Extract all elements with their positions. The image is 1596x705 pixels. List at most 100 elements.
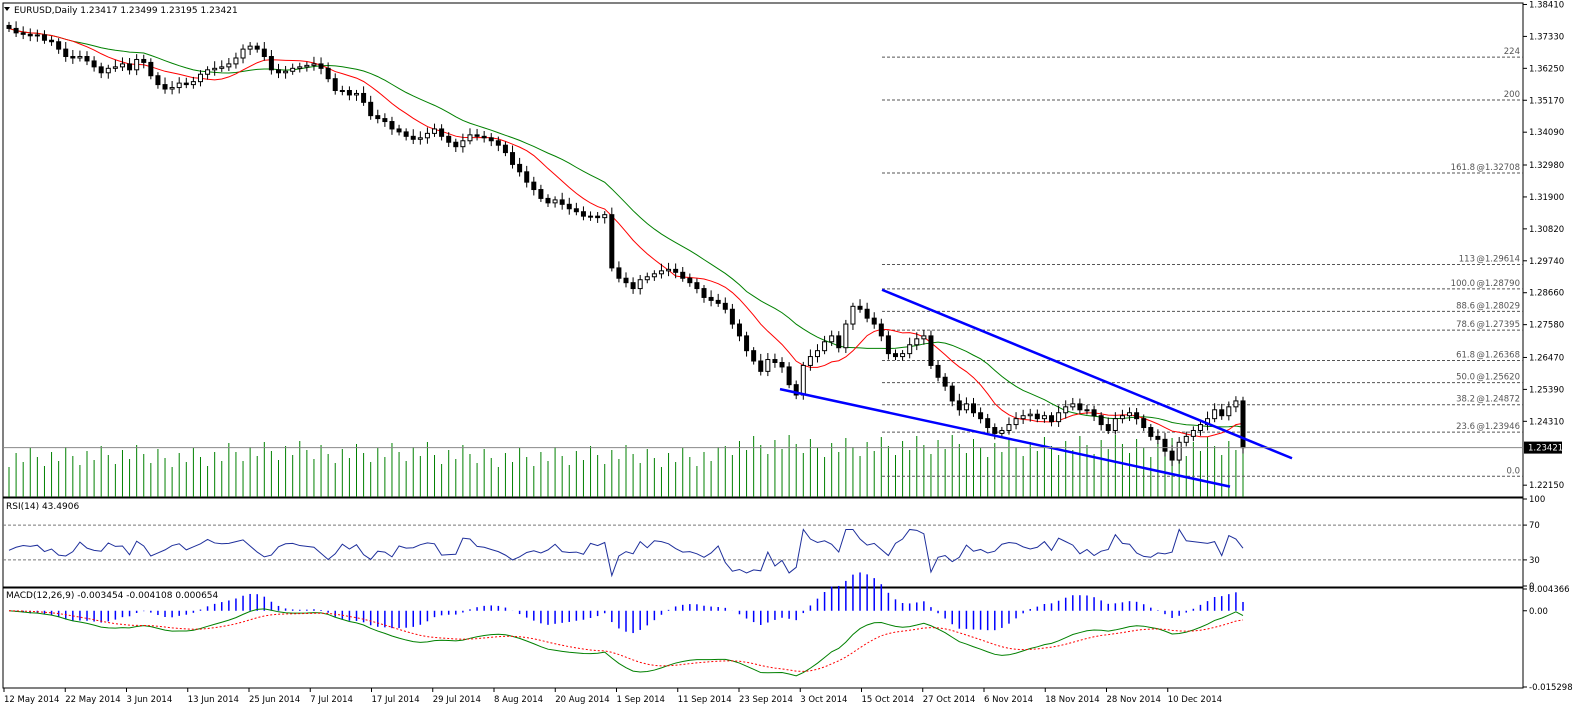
candle-body bbox=[70, 56, 76, 59]
candle-body bbox=[510, 152, 516, 165]
candle-body bbox=[382, 118, 388, 123]
candle-body bbox=[666, 268, 672, 272]
candle-body bbox=[758, 360, 764, 372]
candle-body bbox=[715, 299, 721, 304]
candle-body bbox=[148, 61, 154, 77]
candle-body bbox=[134, 58, 140, 71]
candle-body bbox=[595, 215, 601, 219]
time-tick-label: 12 May 2014 bbox=[4, 695, 59, 705]
candle-body bbox=[1063, 406, 1069, 414]
candle-body bbox=[829, 335, 835, 343]
candle-body bbox=[729, 308, 735, 325]
candle-body bbox=[424, 132, 430, 139]
candle-body bbox=[637, 279, 643, 290]
time-tick-label: 6 Nov 2014 bbox=[984, 695, 1033, 705]
fib-ratio-label: 78.6 bbox=[1456, 320, 1475, 330]
candle-body bbox=[1070, 403, 1076, 408]
candle-body bbox=[1020, 415, 1026, 420]
candle-body bbox=[502, 144, 508, 154]
candle-body bbox=[34, 34, 40, 37]
candle-body bbox=[566, 203, 572, 210]
price-tick-label: 1.24310 bbox=[1529, 417, 1564, 427]
macd-axis: 0.004366 0.00 -0.015298 bbox=[1523, 585, 1573, 693]
candle-body bbox=[559, 199, 565, 205]
candle-body bbox=[1098, 415, 1104, 426]
candle-body bbox=[807, 356, 813, 366]
candle-body bbox=[354, 92, 360, 96]
candle-body bbox=[318, 63, 324, 69]
candle-body bbox=[878, 323, 884, 337]
current-price-marker bbox=[1524, 441, 1562, 454]
time-tick-label: 13 Jun 2014 bbox=[188, 695, 239, 705]
candle-body bbox=[963, 403, 969, 411]
candle-body bbox=[112, 66, 118, 69]
candle-body bbox=[1183, 435, 1189, 443]
rsi-tick-label: 30 bbox=[1529, 556, 1540, 566]
candle-body bbox=[1077, 403, 1083, 411]
candle-body bbox=[786, 366, 792, 386]
candle-body bbox=[928, 335, 934, 366]
candle-body bbox=[971, 403, 977, 414]
candle-body bbox=[332, 78, 338, 92]
candle-body bbox=[1176, 441, 1182, 461]
candle-body bbox=[524, 171, 530, 183]
candle-body bbox=[275, 69, 281, 74]
candle-body bbox=[417, 137, 423, 140]
macd-header: MACD(12,26,9) -0.003454 -0.004108 0.0006… bbox=[6, 591, 219, 601]
candle-body bbox=[1027, 413, 1033, 417]
candle-body bbox=[63, 48, 69, 58]
fib-ratio-label: 113 bbox=[1459, 255, 1475, 265]
price-axis: 1.38410 1.37330 1.36250 1.35170 1.34090 1.329… bbox=[1523, 0, 1564, 491]
time-tick-label: 25 Jun 2014 bbox=[249, 695, 300, 705]
fib-ratio-label: 23.6 bbox=[1456, 422, 1475, 432]
time-tick-label: 7 Jul 2014 bbox=[310, 695, 353, 705]
fib-ratio-label: 88.6 bbox=[1456, 301, 1475, 311]
candle-body bbox=[56, 41, 62, 50]
candle-body bbox=[779, 361, 785, 368]
lower-channel-line bbox=[779, 387, 1231, 488]
price-tick-label: 1.30820 bbox=[1529, 225, 1564, 235]
candle-body bbox=[892, 353, 898, 358]
rsi-panel bbox=[2, 497, 1524, 588]
candle-body bbox=[212, 67, 218, 71]
macd-panel bbox=[2, 587, 1524, 689]
candle-body bbox=[389, 121, 395, 130]
candle-body bbox=[311, 63, 317, 66]
price-tick-label: 1.27580 bbox=[1529, 321, 1564, 331]
fib-ratio-label: 100.0 bbox=[1451, 279, 1475, 289]
candle-body bbox=[680, 271, 686, 279]
macd-tick-label: 0.004366 bbox=[1529, 585, 1570, 595]
header-arrow-icon bbox=[4, 7, 10, 11]
candle-body bbox=[205, 69, 211, 75]
candle-body bbox=[1162, 438, 1168, 452]
candle-body bbox=[850, 305, 856, 325]
candle-body bbox=[573, 208, 579, 213]
candle-body bbox=[219, 66, 225, 69]
time-tick-label: 3 Jun 2014 bbox=[127, 695, 173, 705]
main-price-panel bbox=[2, 2, 1524, 498]
candle-body bbox=[651, 273, 657, 278]
price-tick-label: 1.22150 bbox=[1529, 481, 1564, 491]
candle-body bbox=[368, 101, 374, 117]
candle-body bbox=[20, 32, 26, 35]
candle-body bbox=[403, 131, 409, 137]
candle-body bbox=[77, 56, 83, 59]
candle-body bbox=[531, 181, 537, 191]
candle-body bbox=[453, 141, 459, 148]
candle-body bbox=[644, 276, 650, 281]
candle-body bbox=[864, 308, 870, 319]
candle-body bbox=[942, 376, 948, 387]
candle-body bbox=[1169, 450, 1175, 461]
candle-body bbox=[1226, 406, 1232, 417]
candle-body bbox=[261, 48, 267, 58]
candle-body bbox=[98, 66, 104, 74]
candle-body bbox=[169, 87, 175, 90]
candle-body bbox=[673, 268, 679, 273]
fib-ratio-label: 200 bbox=[1504, 90, 1520, 100]
candle-body bbox=[339, 90, 345, 93]
rsi-indicator bbox=[3, 524, 1523, 578]
candle-body bbox=[1013, 418, 1019, 426]
candle-body bbox=[814, 350, 820, 358]
macd-main-line bbox=[8, 608, 1244, 677]
